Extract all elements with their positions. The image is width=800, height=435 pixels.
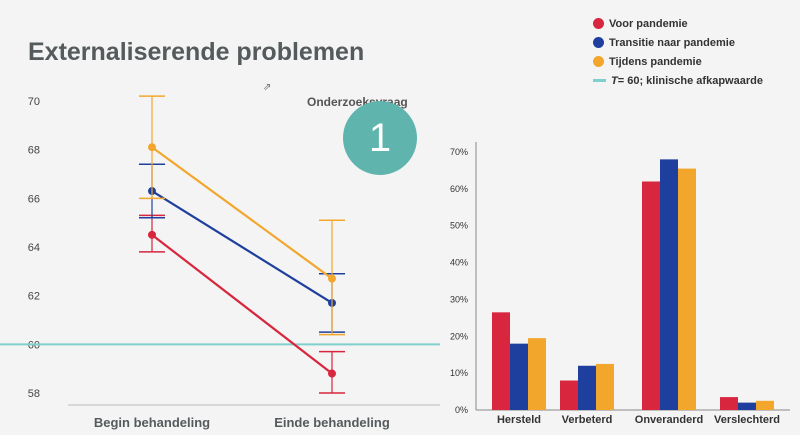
threshold-symbol: T [611,74,618,87]
legend-dot-icon [593,37,604,48]
y-tick-label: 20% [450,331,468,341]
legend-item: Transitie naar pandemie [593,33,763,52]
y-tick-label: 40% [450,258,468,268]
bar [642,181,660,410]
legend-dot-icon [593,18,604,29]
bar [578,365,596,410]
legend-label: Voor pandemie [609,17,688,30]
data-point [148,230,156,239]
bar [492,312,510,410]
legend-label: Transitie naar pandemie [609,36,735,49]
y-tick-label: 62 [28,291,40,303]
data-point [328,369,336,378]
x-tick-label: Begin behandeling [94,415,210,430]
bar [596,363,614,410]
legend-dot-icon [593,56,604,67]
x-tick-label: Onveranderd [635,414,703,426]
y-tick-label: 64 [28,242,40,254]
slide-title: Externaliserende problemen [28,38,365,66]
y-tick-label: 0% [455,405,468,415]
series-line [151,233,333,375]
y-tick-label: 60% [450,184,468,194]
x-tick-label: Verslechterd [714,414,780,426]
y-tick-label: 10% [450,368,468,378]
bar [720,397,738,410]
bar [510,343,528,410]
bar [560,380,578,410]
y-tick-label: 68 [28,145,40,157]
series-line [151,146,333,280]
y-tick-label: 70% [450,147,468,157]
bar [528,338,546,410]
y-tick-label: 50% [450,221,468,231]
bar [678,168,696,410]
threshold-line-icon [593,79,606,82]
y-tick-label: 70 [28,96,40,108]
bar [756,400,774,410]
legend-item: Voor pandemie [593,14,763,33]
x-tick-label: Einde behandeling [274,415,390,430]
series-line [151,190,333,304]
mouse-cursor-icon: ⇗ [263,82,272,93]
x-tick-label: Verbeterd [562,414,613,426]
data-point [148,143,156,152]
legend-item: Tijdens pandemie [593,52,763,71]
bar [660,159,678,410]
data-point [328,274,336,283]
threshold-text: = 60; klinische afkapwaarde [617,74,763,87]
legend-label: Tijdens pandemie [609,55,702,68]
y-tick-label: 30% [450,294,468,304]
research-question-badge: 1 [343,101,417,175]
legend: Voor pandemie Transitie naar pandemie Ti… [593,14,763,90]
y-tick-label: 58 [28,388,40,400]
y-tick-label: 66 [28,193,40,205]
bar [738,402,756,410]
x-tick-label: Hersteld [497,414,541,426]
legend-item-threshold: T = 60; klinische afkapwaarde [593,71,763,90]
research-question-number: 1 [368,115,392,160]
